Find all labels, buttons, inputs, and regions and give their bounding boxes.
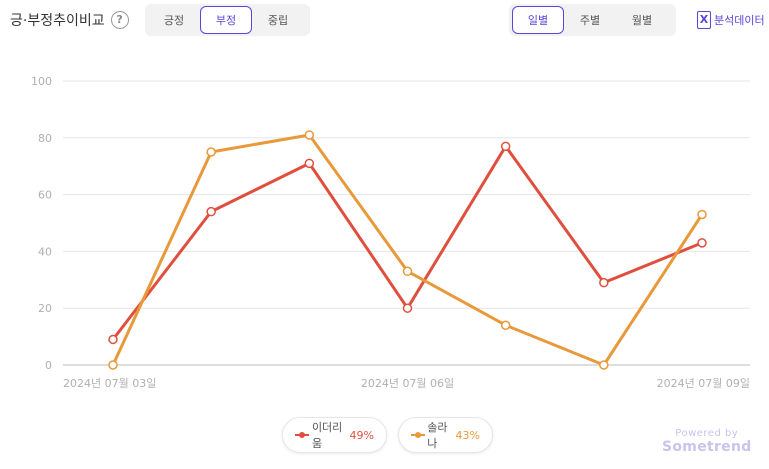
data-point-1-3 xyxy=(402,266,413,277)
tab-positive[interactable]: 긍정 xyxy=(163,14,185,27)
powered-by-logo: Powered by Sometrend xyxy=(662,428,752,455)
data-point-1-2 xyxy=(304,130,315,140)
x-tick-label: 2024년 07월 03일 xyxy=(63,376,156,390)
tab-daily[interactable]: 일별 xyxy=(512,6,564,34)
legend-item-solana[interactable]: 솔라나 43% xyxy=(398,417,493,453)
tab-negative[interactable]: 부정 xyxy=(200,6,252,34)
sentiment-tab-group: 긍정 부정 중립 xyxy=(145,4,310,36)
data-point-1-5 xyxy=(599,360,609,370)
data-point-0-2 xyxy=(304,158,315,169)
question-circle-icon[interactable]: ? xyxy=(110,11,129,29)
data-point-1-4 xyxy=(500,320,511,330)
y-tick-label: 60 xyxy=(38,189,52,202)
export-data-button[interactable]: X 분석데이터 xyxy=(697,11,765,29)
y-tick-label: 40 xyxy=(38,245,52,258)
legend-marker-solana xyxy=(411,430,425,440)
data-point-1-1 xyxy=(206,147,216,157)
x-tick-label: 2024년 07월 09일 xyxy=(657,376,750,390)
y-tick-label: 80 xyxy=(38,132,52,145)
x-tick-label: 2024년 07월 06일 xyxy=(361,376,454,390)
brand-name: Sometrend xyxy=(662,439,752,455)
powered-by-text: Powered by xyxy=(675,428,739,439)
series-line-1 xyxy=(111,133,704,367)
data-point-0-5 xyxy=(599,277,609,288)
chart-title: 긍·부정추이비교 ? xyxy=(10,10,129,30)
data-point-0-4 xyxy=(500,141,511,152)
data-point-1-6 xyxy=(697,209,707,220)
y-tick-label: 0 xyxy=(45,359,52,372)
legend-percent-solana: 43% xyxy=(455,428,480,442)
data-point-0-3 xyxy=(402,303,413,313)
tab-neutral[interactable]: 중립 xyxy=(267,14,289,27)
legend-percent-ethereum: 49% xyxy=(349,428,374,442)
data-point-1-0 xyxy=(108,360,118,370)
data-point-0-0 xyxy=(108,334,118,345)
legend-label-ethereum: 이더리움 xyxy=(311,421,343,450)
tab-weekly[interactable]: 주별 xyxy=(579,14,601,27)
chart-title-text: 긍·부정추이비교 xyxy=(10,13,105,29)
excel-icon: X xyxy=(697,11,711,29)
period-tab-group: 일별 주별 월별 xyxy=(509,4,676,36)
export-data-label: 분석데이터 xyxy=(714,14,765,27)
legend-item-ethereum[interactable]: 이더리움 49% xyxy=(282,417,387,453)
data-point-0-6 xyxy=(697,238,707,248)
legend-marker-ethereum xyxy=(295,430,309,440)
y-tick-label: 100 xyxy=(31,75,52,88)
data-point-0-1 xyxy=(206,206,216,217)
legend-label-solana: 솔라나 xyxy=(427,421,448,450)
y-tick-label: 20 xyxy=(38,302,52,315)
tab-monthly[interactable]: 월별 xyxy=(631,14,653,27)
